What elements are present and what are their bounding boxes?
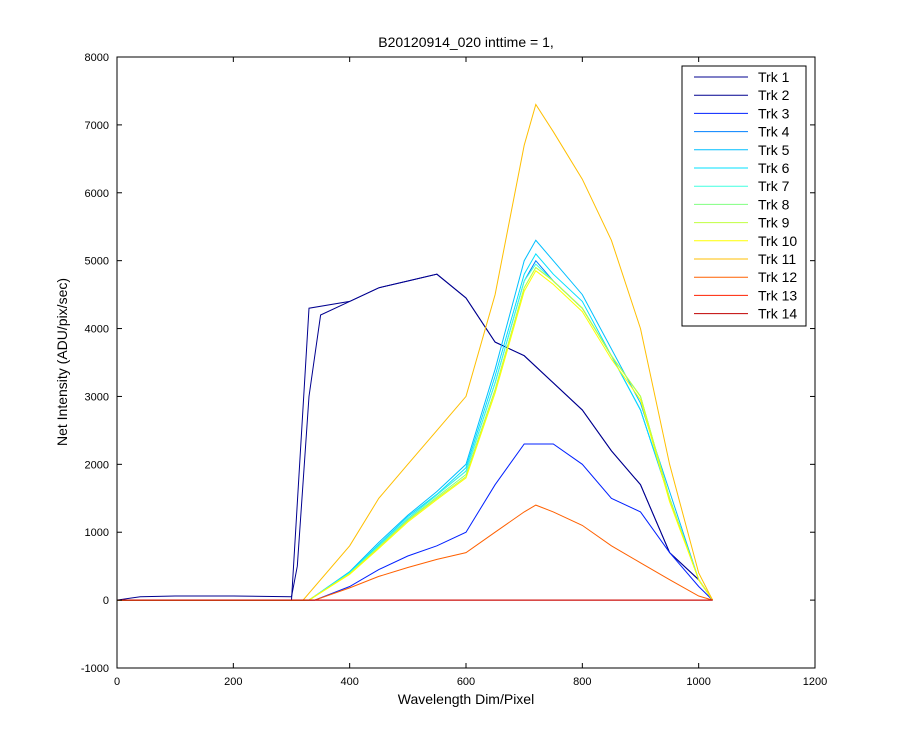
x-tick-label: 800: [573, 676, 591, 688]
legend-entry-label: Trk 5: [758, 142, 790, 158]
y-tick-label: 2000: [85, 459, 109, 471]
series-line-11: [117, 103, 714, 601]
x-tick-label: 400: [340, 676, 358, 688]
legend-entry-label: Trk 13: [758, 287, 797, 303]
series-line-12: [117, 504, 713, 601]
chart-title: B20120914_020 inttime = 1,: [378, 34, 554, 50]
y-tick-label: 1000: [85, 527, 109, 539]
y-tick-label: 8000: [85, 52, 109, 64]
x-tick-label: 1000: [686, 676, 710, 688]
y-tick-label: 0: [103, 595, 109, 607]
legend-box: [681, 65, 807, 327]
y-axis-ticks: -1000 0 1000 2000 3000 4000 5000 6000 7000 8000: [81, 52, 815, 675]
x-tick-label: 600: [457, 676, 475, 688]
y-tick-label: 6000: [85, 188, 109, 200]
legend-entry-label: Trk 11: [758, 251, 796, 267]
x-tick-label: 0: [114, 676, 120, 688]
legend-entry-label: Trk 12: [758, 269, 797, 285]
series-line-3: [117, 443, 713, 601]
series-line-2: [116, 273, 714, 601]
x-tick-label: 1200: [803, 676, 827, 688]
legend: Trk 1 Trk 2 Trk 3 Trk 4 Trk 5 Trk 6 Trk 7 Trk 8…: [681, 65, 807, 327]
y-tick-label: 5000: [85, 256, 109, 268]
legend-entry-label: Trk 8: [758, 196, 790, 212]
legend-entry-label: Trk 1: [758, 69, 790, 85]
series-line-10: [117, 270, 714, 601]
legend-entry-label: Trk 9: [758, 215, 790, 231]
series-line-6: [117, 253, 714, 601]
legend-entry-label: Trk 14: [758, 306, 797, 322]
legend-entry-label: Trk 7: [758, 178, 790, 194]
legend-entry-label: Trk 4: [758, 124, 790, 140]
legend-entry-label: Trk 3: [758, 105, 790, 121]
y-tick-label: 3000: [85, 391, 109, 403]
x-axis-ticks: 0 200 400 600 800 1000 1200: [114, 57, 827, 688]
legend-entry-label: Trk 6: [758, 160, 790, 176]
x-axis-label: Wavelength Dim/Pixel: [398, 691, 534, 707]
series-line-9: [117, 266, 714, 601]
legend-entry-label: Trk 10: [758, 233, 797, 249]
y-tick-label: -1000: [81, 663, 109, 675]
legend-entry-label: Trk 2: [758, 87, 790, 103]
series-layer: [116, 103, 714, 601]
x-tick-label: 200: [224, 676, 242, 688]
y-tick-label: 4000: [85, 324, 109, 336]
y-tick-label: 7000: [85, 120, 109, 132]
y-axis-label: Net Intensity (ADU/pix/sec): [54, 278, 70, 446]
